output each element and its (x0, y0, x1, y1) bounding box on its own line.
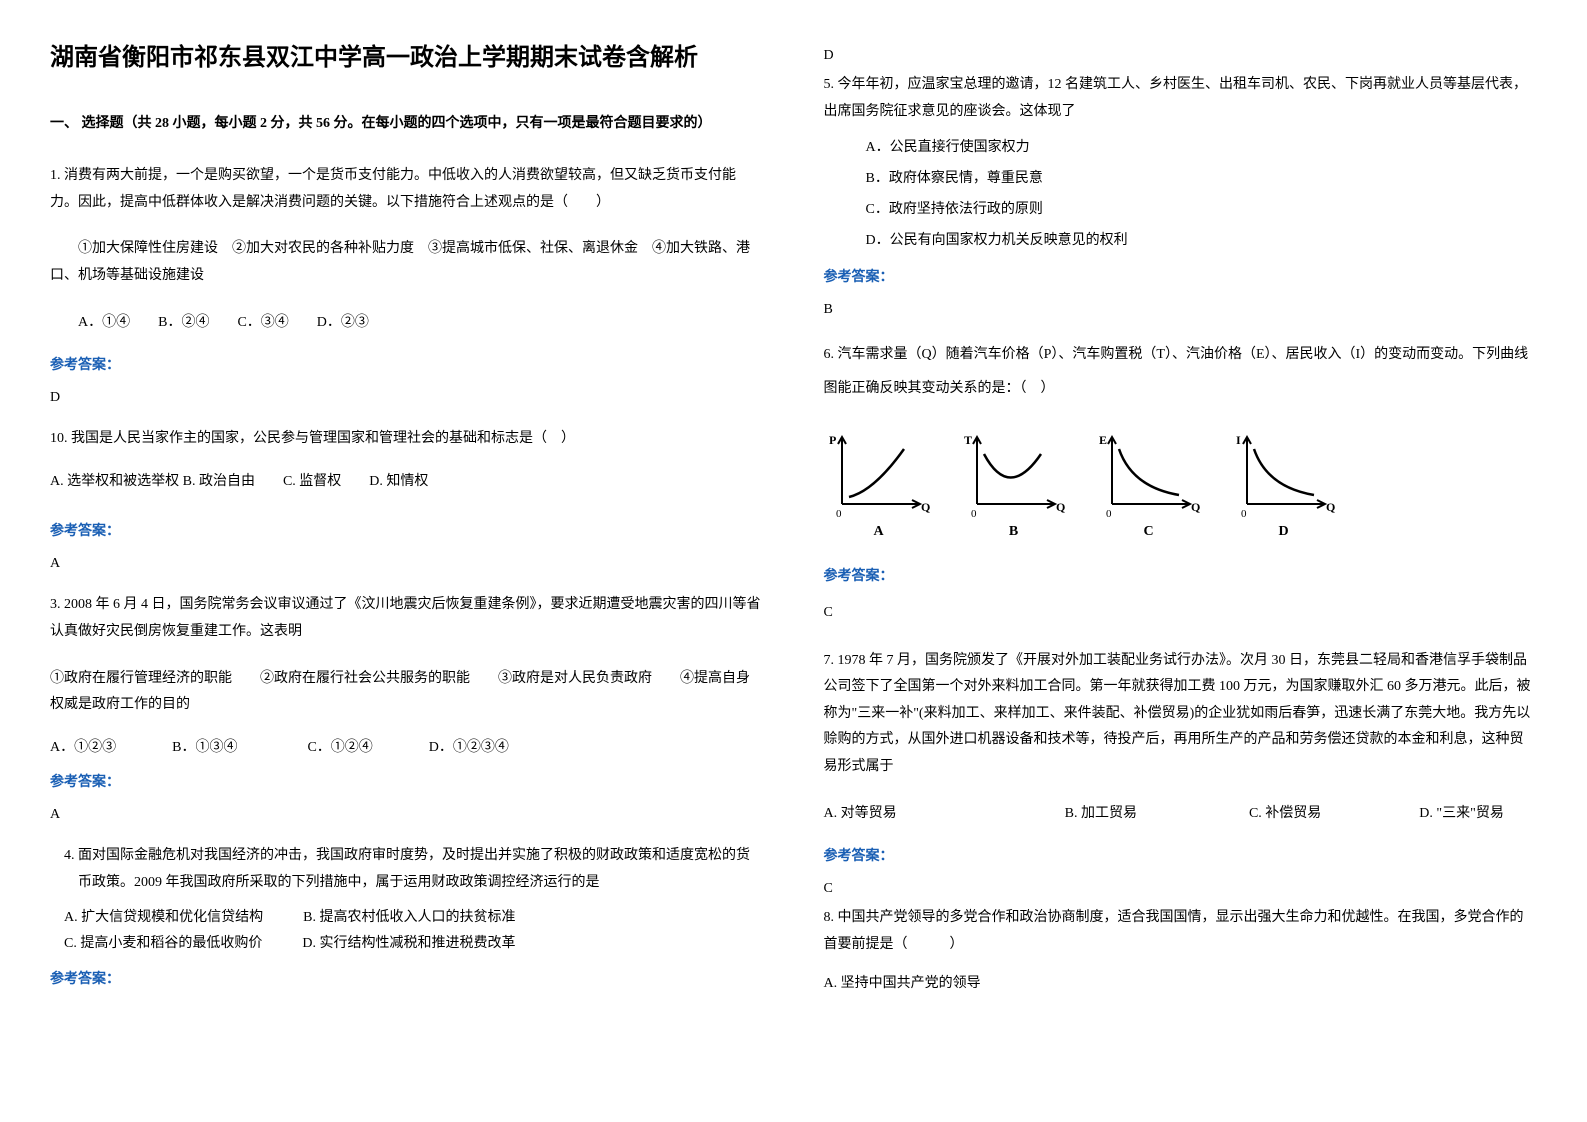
q6-answer: C (824, 605, 1538, 621)
chart-container: P 0 Q A T 0 Q B (824, 429, 1538, 540)
q10-answer-label: 参考答案： (50, 520, 764, 540)
q5-answer: B (824, 302, 1538, 318)
q10-answer: A (50, 556, 764, 572)
left-column: 湖南省衡阳市祁东县双江中学高一政治上学期期末试卷含解析 一、 选择题（共 28 … (50, 40, 764, 998)
q4-optB: B. 提高农村低收入人口的扶贫标准 (303, 905, 515, 932)
q4-answer: D (824, 48, 1538, 64)
q5-optA: A．公民直接行使国家权力 (866, 133, 1538, 164)
document-title: 湖南省衡阳市祁东县双江中学高一政治上学期期末试卷含解析 (50, 40, 764, 76)
chart-b-svg: T 0 Q (959, 429, 1069, 519)
chart-panel-b: T 0 Q B (959, 429, 1069, 540)
svg-text:E: E (1099, 433, 1107, 447)
chart-c-label: C (1143, 524, 1153, 540)
q7-text: 7. 1978 年 7 月，国务院颁发了《开展对外加工装配业务试行办法》。次月 … (824, 648, 1538, 781)
svg-text:0: 0 (836, 508, 842, 519)
q1-answer: D (50, 390, 764, 406)
q4-optD: D. 实行结构性减税和推进税费改革 (302, 931, 515, 958)
chart-d-label: D (1278, 524, 1288, 540)
svg-text:T: T (964, 433, 972, 447)
q1-detail: ①加大保障性住房建设 ②加大对农民的各种补贴力度 ③提高城市低保、社保、离退休金… (50, 236, 764, 289)
svg-text:P: P (829, 433, 836, 447)
chart-panel-a: P 0 Q A (824, 429, 934, 540)
svg-text:0: 0 (1241, 508, 1247, 519)
svg-text:Q: Q (1191, 500, 1200, 514)
q4-answer-label: 参考答案： (50, 968, 764, 988)
q10-options: A. 选举权和被选举权 B. 政治自由 C. 监督权 D. 知情权 (50, 469, 764, 496)
svg-text:0: 0 (1106, 508, 1112, 519)
q5-optD: D．公民有向国家权力机关反映意见的权利 (866, 226, 1538, 257)
chart-b-label: B (1009, 524, 1018, 540)
q1-answer-label: 参考答案： (50, 354, 764, 374)
svg-text:Q: Q (1326, 500, 1335, 514)
q7-answer-label: 参考答案： (824, 845, 1538, 865)
q3-options: A．①②③ B．①③④ C．①②④ D．①②③④ (50, 735, 764, 762)
svg-text:I: I (1236, 433, 1241, 447)
q6-text: 6. 汽车需求量（Q）随着汽车价格（P）、汽车购置税（T）、汽油价格（E）、居民… (824, 338, 1538, 405)
q5-optC: C．政府坚持依法行政的原则 (866, 195, 1538, 226)
q1-options: A．①④ B．②④ C．③④ D．②③ (50, 310, 764, 337)
q5-text: 5. 今年年初，应温家宝总理的邀请，12 名建筑工人、乡村医生、出租车司机、农民… (824, 72, 1538, 125)
q5-answer-label: 参考答案： (824, 266, 1538, 286)
q7-options: A. 对等贸易 B. 加工贸易 C. 补偿贸易 D. "三来"贸易 (824, 801, 1538, 828)
chart-a-svg: P 0 Q (824, 429, 934, 519)
q3-answer-label: 参考答案： (50, 771, 764, 791)
q7-answer: C (824, 881, 1538, 897)
chart-a-label: A (873, 524, 883, 540)
svg-text:0: 0 (971, 508, 977, 519)
q3-answer: A (50, 807, 764, 823)
svg-text:Q: Q (921, 500, 930, 514)
q3-text: 3. 2008 年 6 月 4 日，国务院常务会议审议通过了《汶川地震灾后恢复重… (50, 592, 764, 645)
q10-text: 10. 我国是人民当家作主的国家，公民参与管理国家和管理社会的基础和标志是（ ） (50, 426, 764, 453)
q3-detail: ①政府在履行管理经济的职能 ②政府在履行社会公共服务的职能 ③政府是对人民负责政… (50, 666, 764, 719)
q6-answer-label: 参考答案： (824, 565, 1538, 585)
right-column: D 5. 今年年初，应温家宝总理的邀请，12 名建筑工人、乡村医生、出租车司机、… (824, 40, 1538, 998)
q5-optB: B．政府体察民情，尊重民意 (866, 164, 1538, 195)
q1-text: 1. 消费有两大前提，一个是购买欲望，一个是货币支付能力。中低收入的人消费欲望较… (50, 163, 764, 216)
chart-d-svg: I 0 Q (1229, 429, 1339, 519)
chart-panel-d: I 0 Q D (1229, 429, 1339, 540)
svg-text:Q: Q (1056, 500, 1065, 514)
section-heading: 一、 选择题（共 28 小题，每小题 2 分，共 56 分。在每小题的四个选项中… (50, 111, 764, 136)
q4-optC: C. 提高小麦和稻谷的最低收购价 (64, 931, 262, 958)
q8-optA: A. 坚持中国共产党的领导 (824, 971, 1538, 998)
chart-panel-c: E 0 Q C (1094, 429, 1204, 540)
chart-c-svg: E 0 Q (1094, 429, 1204, 519)
q4-text: 4. 面对国际金融危机对我国经济的冲击，我国政府审时度势，及时提出并实施了积极的… (64, 843, 764, 896)
q8-text: 8. 中国共产党领导的多党合作和政治协商制度，适合我国国情，显示出强大生命力和优… (824, 905, 1538, 958)
q4-optA: A. 扩大信贷规模和优化信贷结构 (64, 905, 263, 932)
